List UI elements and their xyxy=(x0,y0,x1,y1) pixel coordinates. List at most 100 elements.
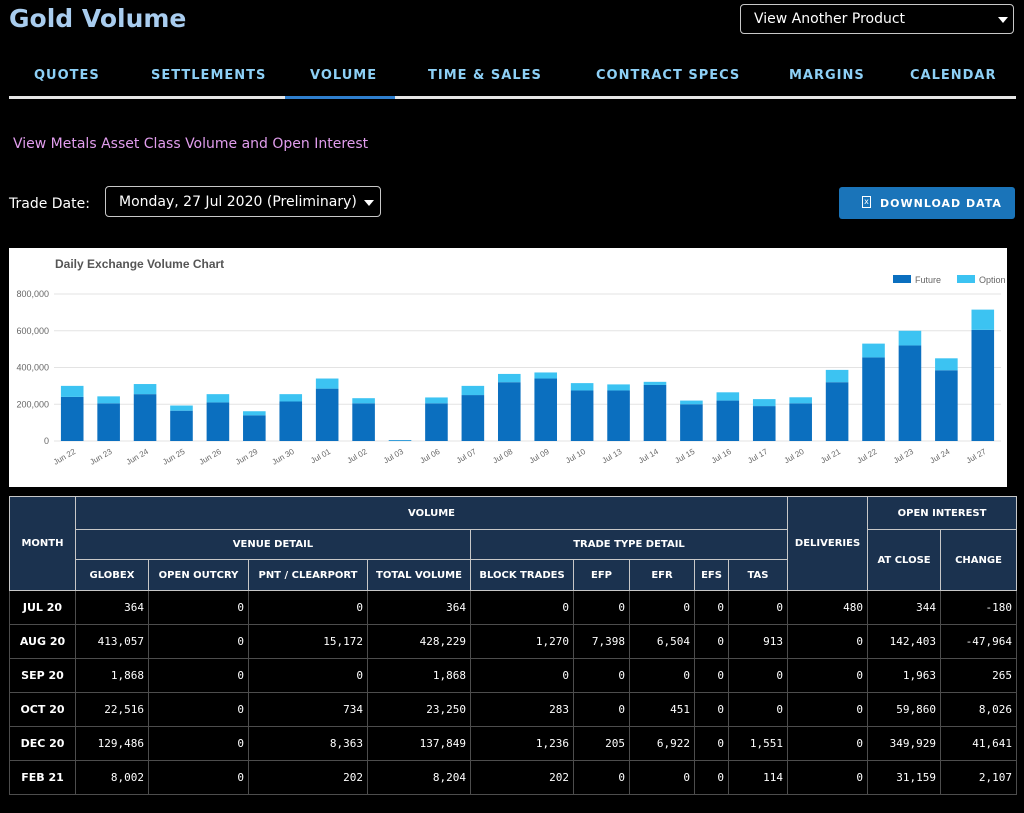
table-row: JUL 20 364 0 0 364 0 0 0 0 0 480 344 -18… xyxy=(9,590,1018,625)
table-cell: 364 xyxy=(367,590,471,625)
y-tick-label: 800,000 xyxy=(16,289,49,299)
deliveries-header: DELIVERIES xyxy=(787,496,869,591)
tab-time-sales[interactable]: TIME & SALES xyxy=(428,68,542,83)
volume-chart: Daily Exchange Volume Chart 0 200,000 400,0… xyxy=(9,248,1007,487)
x-tick-label: Jul 21 xyxy=(819,447,842,466)
table-cell: 23,250 xyxy=(367,692,471,727)
future-bar xyxy=(935,370,958,441)
option-bar xyxy=(461,385,485,396)
x-tick-label: Jun 22 xyxy=(52,447,78,467)
month-cell: SEP 20 xyxy=(9,658,76,693)
page-title: Gold Volume xyxy=(9,4,187,33)
table-cell: 0 xyxy=(148,624,249,659)
col-header-efp[interactable]: EFP xyxy=(573,559,630,591)
tab-quotes[interactable]: QUOTES xyxy=(34,68,100,83)
y-tick-label: 400,000 xyxy=(16,363,49,373)
col-header-pnt-clearport[interactable]: PNT / CLEARPORT xyxy=(248,559,368,591)
option-bar xyxy=(97,396,120,404)
col-header-change[interactable]: CHANGE xyxy=(940,529,1018,591)
option-bar xyxy=(60,385,84,397)
tab-volume[interactable]: VOLUME xyxy=(310,68,378,83)
asset-class-link[interactable]: View Metals Asset Class Volume and Open … xyxy=(13,136,369,152)
legend-future-label: Future xyxy=(915,275,941,285)
caret-down-icon xyxy=(998,17,1008,23)
x-tick-label: Jul 13 xyxy=(601,447,624,466)
product-select-label: View Another Product xyxy=(754,11,906,27)
table-cell: 1,963 xyxy=(867,658,942,693)
product-select[interactable]: View Another Product xyxy=(740,4,1014,34)
option-bar xyxy=(315,378,339,389)
col-header-globex[interactable]: GLOBEX xyxy=(75,559,149,591)
col-header-block-trades[interactable]: BLOCK TRADES xyxy=(470,559,574,591)
x-tick-label: Jul 08 xyxy=(491,447,514,466)
table-row: AUG 20 413,057 0 15,172 428,229 1,270 7,… xyxy=(9,624,1018,659)
month-header: MONTH xyxy=(9,496,76,591)
tab-calendar[interactable]: CALENDAR xyxy=(910,68,997,83)
col-header-total-volume[interactable]: TOTAL VOLUME xyxy=(367,559,471,591)
table-cell: 202 xyxy=(470,760,574,795)
table-cell: 0 xyxy=(148,726,249,761)
venue-detail-header: VENUE DETAIL xyxy=(75,529,471,560)
option-bar xyxy=(497,373,521,383)
table-cell: 0 xyxy=(629,760,695,795)
table-cell: 0 xyxy=(248,590,368,625)
trade-date-label: Trade Date: xyxy=(9,196,90,212)
col-header-tas[interactable]: TAS xyxy=(727,559,789,591)
table-cell: 6,922 xyxy=(629,726,695,761)
table-cell: 0 xyxy=(694,760,729,795)
col-header-open-outcry[interactable]: OPEN OUTCRY xyxy=(148,559,249,591)
x-tick-label: Jul 15 xyxy=(673,447,696,466)
y-tick-label: 0 xyxy=(44,436,49,446)
table-cell: 114 xyxy=(727,760,789,795)
download-data-label: DOWNLOAD DATA xyxy=(880,197,1002,210)
tab-margins[interactable]: MARGINS xyxy=(789,68,865,83)
volume-header: VOLUME xyxy=(74,496,789,530)
x-tick-label: Jul 03 xyxy=(382,447,405,466)
table-cell: 0 xyxy=(727,692,789,727)
table-cell: 22,516 xyxy=(75,692,149,727)
future-bar xyxy=(570,390,594,441)
table-cell: 142,403 xyxy=(867,624,942,659)
option-bar xyxy=(716,392,740,401)
col-header-efs[interactable]: EFS xyxy=(694,559,729,591)
trade-date-select[interactable]: Monday, 27 Jul 2020 (Preliminary) xyxy=(105,186,381,217)
table-row: FEB 21 8,002 0 202 8,204 202 0 0 0 114 0… xyxy=(9,760,1018,795)
tab-contract-specs[interactable]: CONTRACT SPECS xyxy=(596,68,741,83)
table-cell: 0 xyxy=(573,658,630,693)
option-bar xyxy=(425,397,448,404)
future-bar xyxy=(425,403,448,441)
x-tick-label: Jul 02 xyxy=(346,447,369,466)
table-cell: 0 xyxy=(573,760,630,795)
download-data-button[interactable]: x DOWNLOAD DATA xyxy=(839,187,1015,219)
x-tick-label: Jul 10 xyxy=(564,447,587,466)
tab-settlements[interactable]: SETTLEMENTS xyxy=(151,68,267,83)
future-bar xyxy=(716,400,740,441)
table-cell: 0 xyxy=(694,726,729,761)
future-bar xyxy=(352,403,375,441)
option-bar xyxy=(643,381,667,385)
future-bar xyxy=(243,415,266,441)
x-tick-label: Jul 01 xyxy=(309,447,332,466)
future-bar xyxy=(60,396,84,441)
table-cell: 265 xyxy=(940,658,1018,693)
table-cell: 364 xyxy=(75,590,149,625)
x-tick-label: Jul 09 xyxy=(528,447,551,466)
month-cell: FEB 21 xyxy=(9,760,76,795)
future-bar xyxy=(825,382,849,441)
table-cell: 59,860 xyxy=(867,692,942,727)
x-tick-label: Jun 30 xyxy=(270,447,296,467)
table-cell: 0 xyxy=(148,760,249,795)
col-header-efr[interactable]: EFR xyxy=(629,559,695,591)
month-cell: DEC 20 xyxy=(9,726,76,761)
table-cell: 0 xyxy=(470,658,574,693)
trade-date-value: Monday, 27 Jul 2020 (Preliminary) xyxy=(119,194,357,210)
x-tick-label: Jun 23 xyxy=(88,447,114,467)
col-header-at-close[interactable]: AT CLOSE xyxy=(867,529,942,591)
x-tick-label: Jun 25 xyxy=(161,447,187,467)
table-cell: 0 xyxy=(694,658,729,693)
table-cell: 0 xyxy=(694,624,729,659)
table-cell: 0 xyxy=(694,692,729,727)
future-bar xyxy=(680,404,703,441)
x-tick-label: Jul 24 xyxy=(928,447,951,466)
excel-file-icon: x xyxy=(862,196,871,208)
